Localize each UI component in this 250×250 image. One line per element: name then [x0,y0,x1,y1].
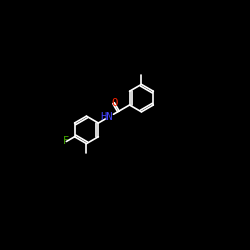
Text: HN: HN [100,112,112,122]
Text: O: O [111,98,117,108]
Text: F: F [63,136,70,146]
